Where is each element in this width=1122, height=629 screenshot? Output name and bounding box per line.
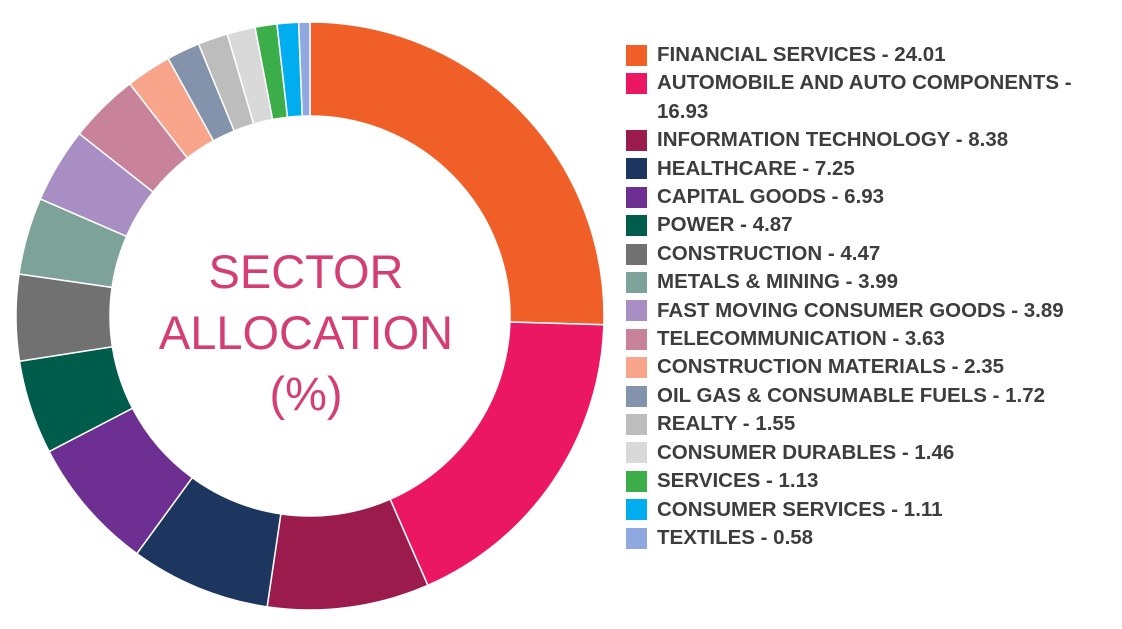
legend-item: POWER - 4.87 (626, 211, 1116, 239)
legend-item: CAPITAL GOODS - 6.93 (626, 183, 1116, 211)
legend-item: SERVICES - 1.13 (626, 467, 1116, 495)
legend-swatch (626, 243, 647, 265)
legend-swatch (626, 271, 647, 293)
legend-label: INFORMATION TECHNOLOGY - 8.38 (657, 128, 1009, 152)
legend-item: CONSUMER DURABLES - 1.46 (626, 439, 1116, 467)
legend-label: HEALTHCARE - 7.25 (657, 156, 855, 180)
legend-item: FINANCIAL SERVICES - 24.01 (626, 41, 1116, 69)
legend-swatch (626, 385, 647, 407)
donut-slice-0 (309, 21, 605, 326)
legend-label: OIL GAS & CONSUMABLE FUELS - 1.72 (657, 383, 1046, 407)
legend-label: CONSTRUCTION - 4.47 (657, 241, 881, 265)
chart-title-line-3: (%) (269, 367, 342, 420)
legend-item: CONSTRUCTION MATERIALS - 2.35 (626, 353, 1116, 381)
legend-item: METALS & MINING - 3.99 (626, 268, 1116, 296)
legend-item: AUTOMOBILE AND AUTO COMPONENTS - 16.93 (626, 69, 1116, 126)
legend-label: METALS & MINING - 3.99 (657, 270, 899, 294)
legend-swatch (626, 215, 647, 237)
donut-slices (15, 21, 605, 611)
legend-label: FINANCIAL SERVICES - 24.01 (657, 43, 946, 66)
chart-legend: FINANCIAL SERVICES - 24.01 AUTOMOBILE AND… (626, 41, 1116, 552)
legend-swatch (626, 470, 647, 492)
legend-label: CONSUMER SERVICES - 1.11 (657, 497, 943, 521)
legend-item: HEALTHCARE - 7.25 (626, 155, 1116, 183)
legend-swatch (626, 357, 647, 379)
legend-swatch (626, 328, 647, 350)
legend-swatch (626, 499, 647, 521)
legend-swatch (626, 186, 647, 208)
legend-item: FAST MOVING CONSUMER GOODS - 3.89 (626, 297, 1116, 325)
legend-label: FAST MOVING CONSUMER GOODS - 3.89 (657, 298, 1064, 322)
legend-item: OIL GAS & CONSUMABLE FUELS - 1.72 (626, 382, 1116, 410)
legend-label: CONSUMER DURABLES - 1.46 (657, 440, 955, 464)
legend-item: TELECOMMUNICATION - 3.63 (626, 325, 1116, 353)
legend-item: TEXTILES - 0.58 (626, 524, 1116, 552)
legend-swatch (626, 44, 647, 66)
legend-label: SERVICES - 1.13 (657, 469, 819, 493)
legend-label: CAPITAL GOODS - 6.93 (657, 185, 885, 209)
chart-title-line-2: ALLOCATION (159, 306, 453, 359)
chart-title-line-1: SECTOR (209, 245, 404, 298)
donut-chart: SECTOR ALLOCATION (%) (15, 21, 605, 611)
legend-label: TELECOMMUNICATION - 3.63 (657, 327, 945, 351)
legend-label: AUTOMOBILE AND AUTO COMPONENTS - 16.93 (657, 71, 1072, 123)
donut-slice-16 (297, 21, 311, 117)
legend-swatch (626, 129, 647, 151)
legend-label: POWER - 4.87 (657, 213, 793, 237)
legend-label: CONSTRUCTION MATERIALS - 2.35 (657, 355, 1004, 379)
legend-label: TEXTILES - 0.58 (657, 525, 814, 549)
legend-item: CONSTRUCTION - 4.47 (626, 240, 1116, 268)
legend-swatch (626, 158, 647, 180)
legend-swatch (626, 300, 647, 322)
legend-swatch (626, 442, 647, 464)
donut-slice-1 (389, 321, 605, 587)
legend-item: CONSUMER SERVICES - 1.11 (626, 496, 1116, 524)
legend-swatch (626, 527, 647, 549)
legend-swatch (626, 413, 647, 435)
legend-item: REALTY - 1.55 (626, 410, 1116, 438)
donut-slice-6 (15, 273, 114, 363)
legend-item: INFORMATION TECHNOLOGY - 8.38 (626, 126, 1116, 154)
legend-swatch (626, 73, 647, 95)
legend-label: REALTY - 1.55 (657, 412, 796, 436)
